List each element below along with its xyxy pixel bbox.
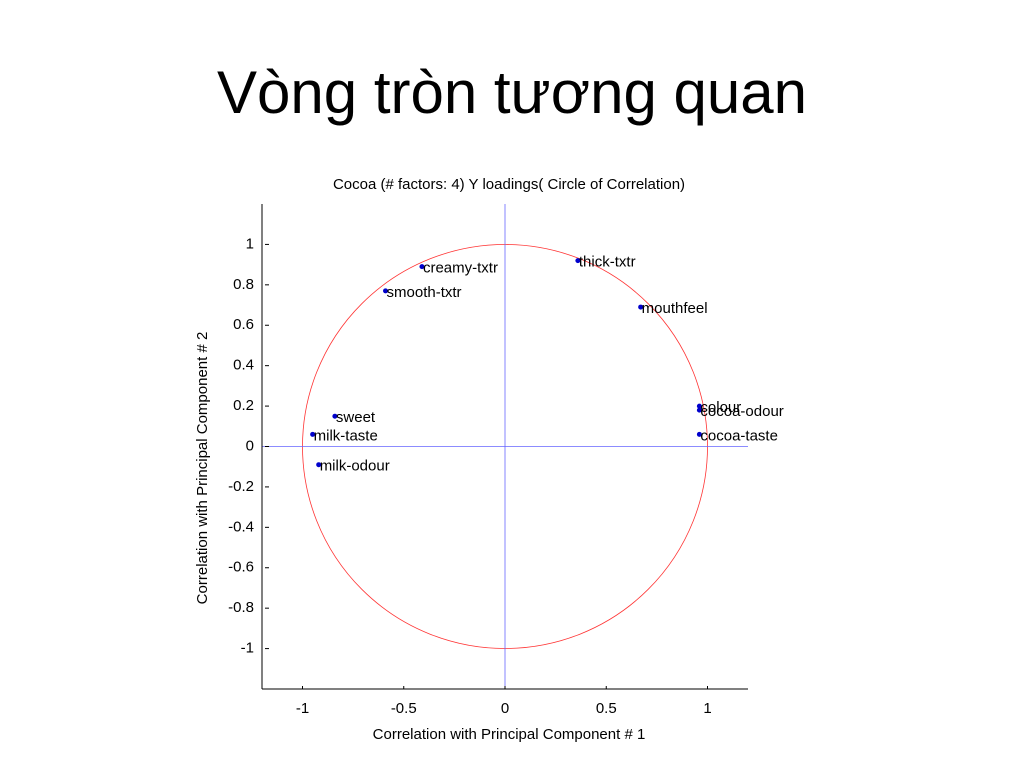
- point: [419, 264, 425, 270]
- point: [383, 288, 389, 294]
- point: [696, 407, 702, 413]
- point-label: cocoa-odour: [700, 403, 783, 420]
- point: [575, 258, 581, 264]
- point: [638, 304, 644, 310]
- y-tick-label: 0.8: [233, 276, 254, 293]
- point-label: milk-odour: [320, 458, 390, 475]
- slide-title: Vòng tròn tương quan: [217, 59, 807, 126]
- y-tick-label: 0.2: [233, 397, 254, 414]
- point-label: smooth-txtr: [387, 284, 462, 301]
- y-tick-label: 0: [246, 437, 254, 454]
- point-label: creamy-txtr: [423, 260, 498, 277]
- y-tick-label: -1: [241, 640, 254, 657]
- x-tick-label: -1: [296, 700, 309, 717]
- point-label: cocoa-taste: [700, 427, 778, 444]
- x-tick-label: 0: [501, 700, 509, 717]
- x-tick-label: -0.5: [391, 700, 417, 717]
- y-tick-label: 0.6: [233, 316, 254, 333]
- x-tick-label: 0.5: [596, 700, 617, 717]
- point: [316, 462, 322, 468]
- y-tick-label: 0.4: [233, 357, 254, 374]
- point-label: milk-taste: [314, 427, 378, 444]
- point-label: sweet: [336, 409, 376, 426]
- y-tick-label: -0.2: [228, 478, 254, 495]
- y-tick-label: 1: [246, 235, 254, 252]
- y-axis-label: Correlation with Principal Component # 2: [194, 332, 211, 605]
- point: [310, 431, 316, 437]
- x-axis-label: Correlation with Principal Component # 1: [373, 726, 646, 743]
- point: [696, 403, 702, 409]
- point: [696, 431, 702, 437]
- x-tick-label: 1: [703, 700, 711, 717]
- point-label: mouthfeel: [642, 300, 708, 317]
- point: [332, 413, 338, 419]
- point-label: colour: [700, 399, 741, 416]
- chart-title: Cocoa (# factors: 4) Y loadings( Circle …: [333, 176, 685, 193]
- y-tick-label: -0.8: [228, 599, 254, 616]
- y-tick-label: -0.6: [228, 559, 254, 576]
- point-label: thick-txtr: [579, 254, 636, 271]
- y-tick-label: -0.4: [228, 518, 254, 535]
